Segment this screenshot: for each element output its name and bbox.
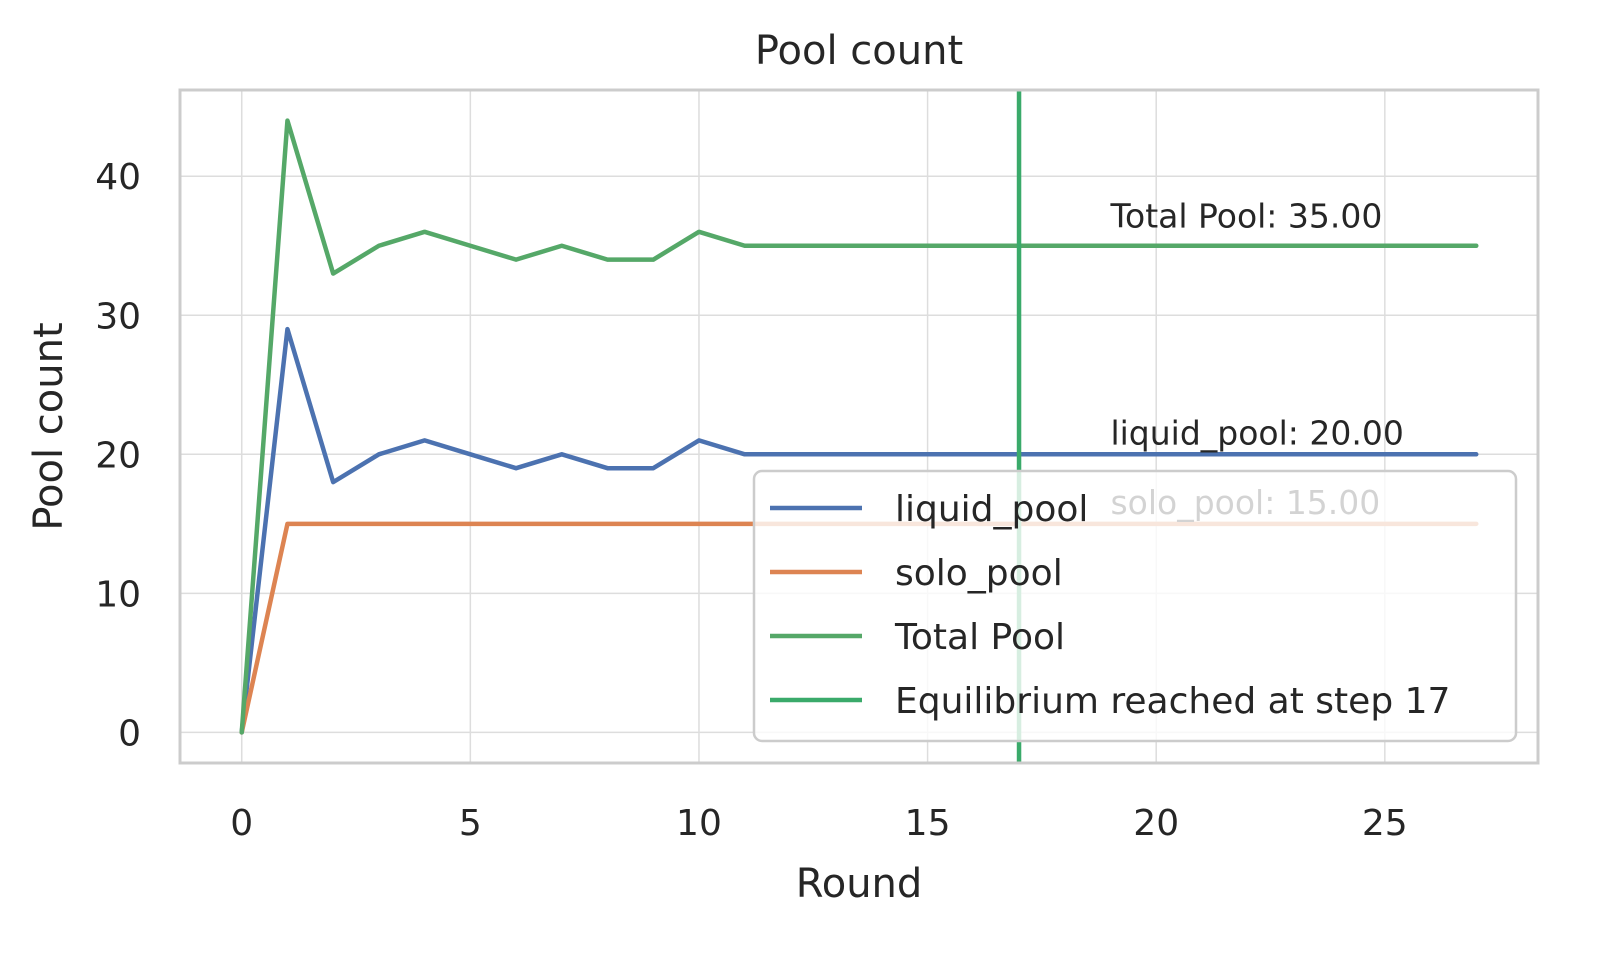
y-tick-label: 0 [118, 713, 141, 754]
plot-frame [178, 88, 1540, 765]
series-line-liquid-pool [239, 326, 1479, 735]
legend-box [752, 469, 1518, 743]
series-line-total-pool [239, 118, 1479, 735]
y-tick-label: 40 [95, 157, 141, 198]
legend: liquid_pool solo_pool Total Pool Equilibriu… [752, 469, 1518, 743]
x-tick-label: 15 [905, 803, 951, 844]
y-tick-label: 20 [95, 435, 141, 476]
x-tick-label: 5 [459, 803, 482, 844]
x-tick-label: 10 [676, 803, 722, 844]
legend-label: liquid_pool [895, 489, 1088, 530]
y-axis-label: Pool count [26, 322, 72, 530]
x-tick-label: 0 [230, 803, 253, 844]
x-axis-label: Round [796, 861, 923, 907]
y-tick-label: 30 [95, 296, 141, 337]
x-tick-label: 20 [1133, 803, 1179, 844]
tick-labels: 0 5 10 15 20 25 0 10 20 30 40 [95, 157, 1408, 844]
y-tick-label: 10 [95, 574, 141, 615]
series-annotation: Total Pool: 35.00 [1109, 197, 1382, 236]
x-tick-label: 25 [1362, 803, 1408, 844]
series-annotation: liquid_pool: 20.00 [1110, 414, 1403, 453]
legend-label: solo_pool [895, 553, 1063, 594]
chart-title: Pool count [755, 28, 963, 74]
legend-label: Equilibrium reached at step 17 [895, 681, 1450, 722]
legend-label: Total Pool [894, 617, 1065, 658]
